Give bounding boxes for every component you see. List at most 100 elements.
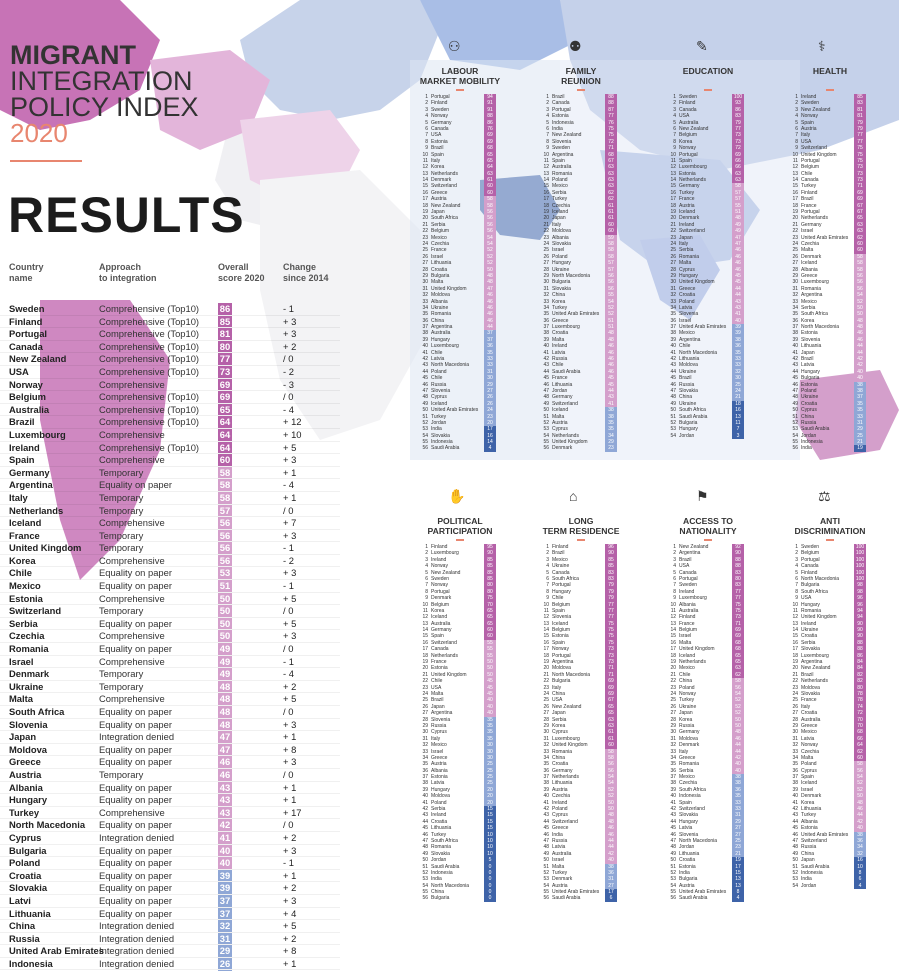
score-cell: 43	[218, 806, 232, 819]
section-title-line: DISCRIMINATION	[794, 526, 866, 536]
ranking-score: 46	[605, 349, 617, 357]
ranking-score: 40	[732, 317, 744, 325]
ranking-row: 42 Brazil 42	[790, 356, 870, 363]
ranking-row: 21 Chile 62	[668, 671, 748, 679]
ranking-score: 83	[854, 100, 866, 107]
ranking-rank: 45	[792, 375, 798, 382]
ranking-rank: 3	[673, 106, 676, 113]
ranking-score: 57	[732, 196, 744, 203]
ranking-rank: 10	[543, 151, 549, 158]
ranking-row: 56 Saudi Arabia 4	[668, 895, 748, 902]
ranking-rank: 16	[422, 189, 428, 196]
ranking-score: 58	[732, 183, 744, 190]
ranking-row: 53 India 0	[420, 876, 500, 883]
ranking-row: 35 Romania 46	[420, 311, 500, 318]
ranking-score: 65	[484, 614, 496, 621]
ranking-row: 46 Estonia 38	[790, 381, 870, 388]
ranking-rank: 11	[792, 157, 798, 164]
ranking-row: 23 USA 45	[420, 684, 500, 691]
ranking-country: Canada	[801, 563, 819, 570]
country-name-cell: Hungary	[9, 794, 48, 806]
ranking-row: 45 Lithuania 15	[420, 825, 500, 832]
ranking-rank: 15	[792, 633, 798, 640]
ranking-row: 23 Italy 69	[541, 684, 621, 691]
ranking-country: South Africa	[801, 311, 828, 318]
ranking-rank: 25	[792, 247, 798, 254]
ranking-score: 15	[484, 825, 496, 832]
ranking-rank: 16	[543, 639, 549, 646]
change-cell: + 8	[283, 945, 297, 957]
ranking-country: Israel	[801, 786, 814, 793]
ranking-country: Austria	[801, 125, 817, 132]
ranking-score: 74	[854, 703, 866, 711]
table-row: Brazil Comprehensive (Top10) 64 + 12	[0, 416, 340, 429]
ranking-row: 46 India 46	[541, 831, 621, 838]
ranking-country: Latvia	[552, 844, 566, 851]
ranking-rank: 11	[792, 607, 798, 614]
ranking-row: 30 Malta 48	[420, 279, 500, 286]
country-name-cell: Argentina	[9, 479, 53, 491]
ranking-country: Latvia	[679, 825, 693, 832]
ranking-rank: 22	[670, 228, 676, 235]
ranking-rank: 32	[422, 292, 428, 299]
ranking-score: 68	[732, 639, 744, 647]
ranking-row: 2 Finland 91	[420, 100, 500, 107]
ranking-country: Germany	[801, 221, 822, 228]
ranking-score: 17	[732, 863, 744, 870]
country-name-cell: Albania	[9, 781, 43, 793]
country-name-cell: Denmark	[9, 668, 50, 680]
country-name-cell: Switzerland	[9, 605, 62, 617]
ranking-score: 45	[732, 279, 744, 286]
ranking-rank: 18	[422, 202, 428, 209]
ranking-country: Denmark	[552, 445, 573, 452]
ranking-rank: 31	[422, 735, 428, 742]
ranking-country: Chile	[552, 595, 564, 602]
ranking-score: 36	[732, 786, 744, 794]
ranking-rank: 49	[792, 850, 798, 857]
change-cell: - 1	[283, 857, 294, 869]
ranking-rank: 18	[543, 652, 549, 659]
ranking-row: 38 Australia 37	[420, 330, 500, 337]
ranking-row: 36 China 46	[420, 317, 500, 325]
ranking-row: 56 Saudi Arabia 6	[541, 895, 621, 902]
ranking-row: 54 North Macedonia 0	[420, 882, 500, 890]
ranking-score: 100	[854, 550, 866, 557]
ranking-rank: 34	[422, 304, 428, 311]
title-line-1: MIGRANT	[10, 40, 136, 70]
ranking-score: 58	[854, 266, 866, 273]
ranking-country: Austria	[552, 786, 568, 793]
ranking-country: Brazil	[431, 697, 444, 704]
ranking-rank: 16	[543, 189, 549, 196]
ranking-country: Spain	[552, 607, 565, 614]
ranking-country: Italy	[801, 703, 811, 710]
approach-cell: Comprehensive (Top10)	[99, 416, 200, 428]
ranking-score: 63	[484, 170, 496, 178]
section-rule	[577, 539, 585, 541]
ranking-row: 18 Austria 55	[668, 202, 748, 210]
ranking-row: 21 Ireland 49	[668, 221, 748, 229]
ranking-rank: 46	[422, 831, 428, 838]
ranking-row: 29 Bulgaria 48	[420, 272, 500, 280]
ranking-country: Slovenia	[552, 614, 572, 621]
ranking-row: 31 Latvia 66	[790, 735, 870, 743]
ranking-country: France	[679, 196, 695, 203]
ranking-row: 40 Moldova 20	[420, 793, 500, 800]
header-country-line1: Country	[9, 262, 44, 272]
approach-cell: Equality on paper	[99, 479, 172, 491]
ranking-country: Ukraine	[552, 563, 570, 570]
ranking-country: Indonesia	[679, 793, 701, 800]
ranking-row: 29 Greece 56	[790, 272, 870, 280]
ranking-rank: 47	[670, 387, 676, 394]
ranking-row: 24 China 69	[541, 690, 621, 698]
change-cell: + 17	[283, 806, 302, 818]
ranking-rank: 47	[792, 837, 798, 844]
ranking-rank: 20	[670, 665, 676, 672]
table-row: Croatia Equality on paper 39 + 1	[0, 869, 340, 883]
ranking-country: Slovenia	[431, 716, 451, 723]
ranking-country: India	[679, 869, 690, 876]
ranking-rank: 32	[792, 742, 798, 749]
ranking-rank: 14	[543, 627, 549, 634]
ranking-rank: 2	[673, 100, 676, 107]
ranking-score: 71	[732, 620, 744, 628]
ranking-rank: 25	[792, 697, 798, 704]
